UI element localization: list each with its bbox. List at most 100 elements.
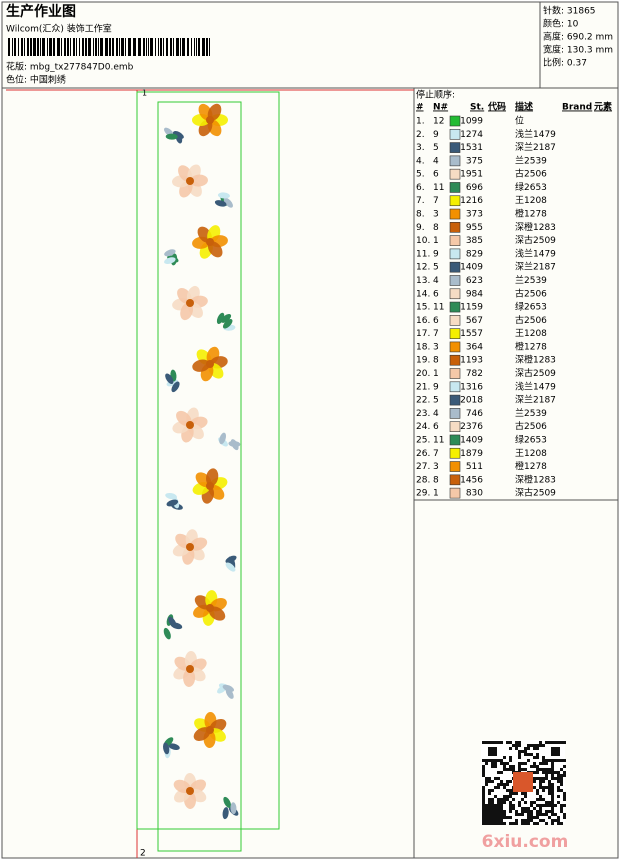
color-swatch (449, 261, 461, 273)
qr-module (518, 750, 521, 753)
qr-module (494, 747, 497, 750)
qr-module (488, 789, 491, 792)
qr-module (563, 804, 566, 807)
qr-module (518, 765, 521, 768)
qr-module (494, 807, 497, 810)
qr-module (491, 801, 494, 804)
qr-module (488, 816, 491, 819)
color-swatch (449, 408, 461, 419)
qr-module (524, 768, 527, 771)
subtitle: Wilcom(汇众) 装饰工作室 (6, 23, 112, 35)
barcode-bar (198, 38, 200, 56)
barcode-bar (155, 38, 156, 56)
barcode-bar (187, 38, 189, 56)
qr-module (539, 780, 542, 783)
qr-module (482, 813, 485, 816)
qr-module (548, 810, 551, 813)
qr-module (494, 762, 497, 765)
description: 王1208 (515, 328, 547, 339)
row-number: 24. (416, 422, 430, 432)
qr-module (485, 807, 488, 810)
qr-module (536, 804, 539, 807)
qr-module (491, 753, 494, 756)
qr-module (497, 798, 500, 801)
qr-module (509, 816, 512, 819)
qr-module (557, 789, 560, 792)
qr-module (557, 786, 560, 789)
qr-module (485, 819, 488, 822)
qr-module (488, 819, 491, 822)
description: 兰2539 (515, 154, 547, 166)
qr-module (563, 795, 566, 798)
description: 王1208 (515, 448, 547, 459)
stitches: 1951 (460, 170, 483, 180)
qr-module (503, 816, 506, 819)
qr-module (551, 762, 554, 765)
description: 深古2509 (515, 367, 556, 379)
row-number: 21. (416, 382, 430, 392)
qr-module (506, 795, 509, 798)
color-swatch (449, 248, 461, 260)
qr-module (521, 822, 524, 825)
barcode-bar (100, 38, 103, 56)
leaf (217, 192, 230, 199)
qr-module (548, 801, 551, 804)
leaf (219, 432, 227, 445)
qr-module (512, 765, 515, 768)
qr-module (524, 822, 527, 825)
qr-module (557, 747, 560, 750)
row-number: 5. (416, 170, 425, 180)
stitches: 984 (466, 289, 483, 299)
petal (189, 537, 208, 551)
qr-module (506, 789, 509, 792)
color-swatch (449, 394, 461, 406)
qr-module (482, 822, 485, 825)
row-number: 6. (416, 183, 425, 193)
qr-module (518, 762, 521, 765)
qr-module (560, 822, 563, 825)
qr-module (530, 801, 533, 804)
qr-module (545, 741, 548, 744)
qr-module (542, 777, 545, 780)
qr-module (518, 753, 521, 756)
qr-module (560, 777, 563, 780)
qr-module (527, 813, 530, 816)
qr-module (557, 753, 560, 756)
barcode-bar (173, 38, 174, 56)
qr-module (542, 804, 545, 807)
row-number: 11. (416, 249, 430, 259)
barcode-bar (8, 38, 10, 56)
qr-module (509, 807, 512, 810)
qr-module (512, 822, 515, 825)
qr-module (500, 816, 503, 819)
qr-module (491, 780, 494, 783)
qr-module (551, 777, 554, 780)
color-swatch (449, 222, 461, 233)
leaf (163, 627, 171, 640)
qr-module (500, 822, 503, 825)
qr-module (536, 744, 539, 747)
needle: 6 (433, 422, 439, 432)
qr-module (551, 819, 554, 822)
qr-module (497, 819, 500, 822)
qr-module (530, 765, 533, 768)
needle: 1 (433, 489, 439, 499)
qr-module (512, 807, 515, 810)
stitches: 1316 (460, 382, 483, 392)
leaf (230, 802, 237, 815)
qr-module (506, 783, 509, 786)
needle: 4 (433, 276, 439, 286)
description: 深橙1283 (515, 221, 556, 233)
needle: 5 (433, 396, 439, 406)
leaf (168, 616, 177, 628)
qr-module (557, 816, 560, 819)
qr-module (521, 810, 524, 813)
needle: 6 (433, 170, 439, 180)
color-swatch (449, 142, 461, 153)
stitches: 955 (466, 223, 483, 233)
qr-module (527, 816, 530, 819)
qr-module (488, 753, 491, 756)
needle: 9 (433, 130, 439, 140)
qr-module (500, 759, 503, 762)
qr-module (545, 822, 548, 825)
